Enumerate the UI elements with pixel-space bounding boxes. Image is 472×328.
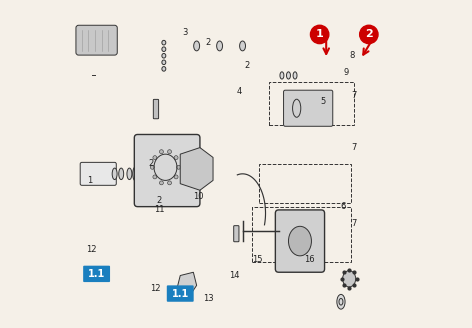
Ellipse shape [162,60,166,65]
Ellipse shape [287,72,290,79]
FancyBboxPatch shape [234,226,239,242]
Text: 11: 11 [154,205,164,215]
Text: 12: 12 [86,245,97,254]
FancyBboxPatch shape [275,210,325,272]
Bar [259,164,351,203]
Ellipse shape [162,67,166,71]
Text: 2: 2 [148,159,153,169]
Bar [269,82,354,125]
FancyBboxPatch shape [167,285,194,302]
Ellipse shape [160,150,163,154]
Text: 6: 6 [340,202,346,211]
Text: 8: 8 [350,51,355,60]
Ellipse shape [280,72,284,79]
Text: 15: 15 [252,255,262,264]
FancyBboxPatch shape [153,99,159,119]
Ellipse shape [189,142,194,150]
Ellipse shape [293,72,297,79]
Text: 13: 13 [203,294,213,303]
Text: 7: 7 [351,218,357,228]
Text: 1.1: 1.1 [88,269,105,279]
Ellipse shape [168,181,171,185]
Ellipse shape [337,295,345,309]
Bar [253,207,351,262]
Text: 3: 3 [183,28,188,37]
Ellipse shape [168,150,171,154]
FancyBboxPatch shape [83,266,110,282]
Ellipse shape [151,165,154,169]
Text: 2: 2 [245,61,250,70]
FancyBboxPatch shape [76,25,117,55]
Ellipse shape [119,168,124,180]
Polygon shape [180,148,213,190]
Text: 12: 12 [151,284,161,293]
Ellipse shape [127,168,132,180]
Text: 2: 2 [205,38,211,47]
Text: 16: 16 [304,255,315,264]
Ellipse shape [343,271,356,287]
Text: 2: 2 [365,30,373,39]
Text: 1: 1 [87,176,93,185]
FancyBboxPatch shape [284,90,333,126]
Ellipse shape [153,156,157,160]
Text: 4: 4 [236,87,242,96]
Ellipse shape [174,175,178,179]
Ellipse shape [162,53,166,58]
Ellipse shape [177,165,181,169]
Circle shape [360,25,378,44]
Text: 14: 14 [229,271,240,280]
Ellipse shape [162,40,166,45]
Ellipse shape [194,41,200,51]
FancyBboxPatch shape [80,162,116,185]
Ellipse shape [240,41,245,51]
Ellipse shape [133,167,139,181]
Ellipse shape [217,41,223,51]
Ellipse shape [162,47,166,51]
Text: 10: 10 [193,192,203,201]
Ellipse shape [160,181,163,185]
Text: 5: 5 [320,97,326,106]
Ellipse shape [174,156,178,160]
FancyBboxPatch shape [135,134,200,207]
Ellipse shape [153,175,157,179]
Text: 2: 2 [156,195,161,205]
Polygon shape [177,272,197,295]
Ellipse shape [112,168,117,180]
Text: 7: 7 [351,143,357,152]
Text: 1.1: 1.1 [172,289,189,298]
Ellipse shape [288,226,312,256]
Text: 9: 9 [343,68,348,77]
Text: 1: 1 [316,30,323,39]
Circle shape [311,25,329,44]
Text: 7: 7 [351,91,357,100]
